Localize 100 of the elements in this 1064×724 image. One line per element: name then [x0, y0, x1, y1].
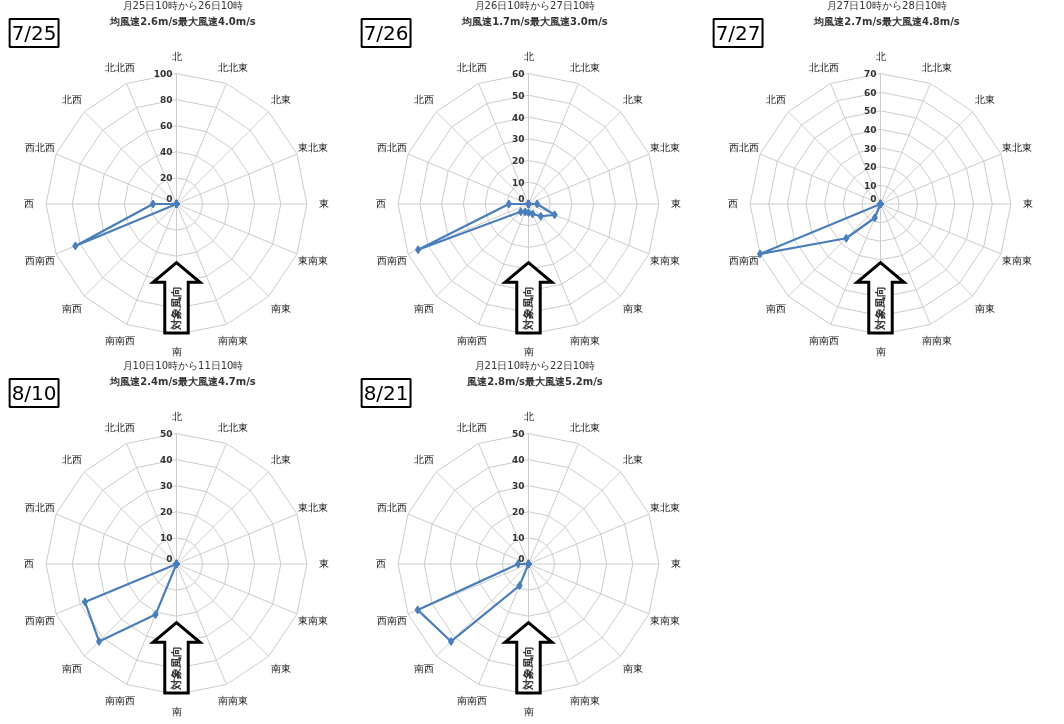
y-tick-label: 10 — [511, 177, 525, 188]
spoke-label: 北北西 — [457, 62, 488, 74]
y-tick-label: 40 — [511, 455, 525, 466]
spoke-label: 南東 — [270, 662, 291, 674]
spoke-label: 南南西 — [457, 694, 488, 706]
text: 8/10 — [11, 381, 57, 406]
spoke-label: 北北東 — [217, 62, 248, 74]
spoke-label: 北北東 — [569, 62, 600, 74]
y-tick-label: 40 — [511, 112, 525, 123]
spoke-label: 南南東 — [921, 334, 952, 346]
chart-title: 月27日10時から28日10時 — [826, 0, 948, 12]
spoke-label: 南西 — [62, 302, 83, 314]
text: 7/26 — [363, 21, 409, 46]
spoke-label: 南南西 — [105, 694, 136, 706]
y-tick-label: 70 — [863, 69, 877, 80]
y-tick-label: 10 — [159, 533, 173, 544]
y-tick-label: 80 — [159, 95, 173, 106]
spoke-label: 東 — [318, 558, 329, 570]
spoke-label: 北西 — [414, 454, 435, 466]
spoke-label: 東北東 — [297, 142, 328, 154]
spoke-label: 南西 — [62, 662, 83, 674]
spoke-label: 北 — [875, 51, 886, 63]
spoke-label: 北北西 — [105, 62, 136, 74]
spoke-label: 西 — [376, 198, 387, 210]
spoke-label: 北西 — [414, 94, 435, 106]
y-tick-label: 30 — [159, 481, 173, 492]
spoke-label: 南南東 — [217, 334, 248, 346]
y-tick-label: 20 — [511, 156, 525, 166]
spoke-label: 北北西 — [105, 422, 136, 434]
spoke-label: 西南西 — [729, 254, 760, 266]
text: 対象風向 — [170, 285, 183, 331]
text: 7/25 — [11, 21, 57, 46]
spoke-label: 西南西 — [25, 614, 56, 626]
text: 対象風向 — [874, 285, 887, 331]
spoke-label: 南東 — [270, 302, 291, 314]
spoke-label: 東 — [670, 198, 681, 210]
y-tick-label: 30 — [863, 143, 877, 154]
text: 対象風向 — [170, 645, 183, 691]
text: 対象風向 — [522, 285, 535, 331]
spoke-label: 南 — [523, 705, 534, 717]
y-tick-label: 30 — [511, 481, 525, 492]
spoke-label: 南 — [171, 345, 182, 357]
spoke-label: 西北西 — [377, 142, 408, 154]
chart-title: 月21日10時から22日10時 — [474, 360, 596, 372]
spoke-label: 南西 — [766, 302, 787, 314]
y-tick-label: 30 — [511, 134, 525, 145]
y-tick-label: 0 — [518, 554, 525, 565]
chart-title: 月10日10時から11日10時 — [122, 360, 244, 372]
spoke-label: 東南東 — [1001, 254, 1032, 266]
y-tick-label: 60 — [511, 69, 525, 80]
spoke-label: 北西 — [766, 94, 787, 106]
spoke-label: 西北西 — [25, 502, 56, 514]
y-tick-label: 100 — [153, 69, 173, 80]
spoke-label: 東 — [670, 558, 681, 570]
spoke-label: 東南東 — [649, 614, 680, 626]
spoke-label: 北東 — [270, 454, 291, 466]
spoke-label: 南 — [523, 345, 534, 357]
spoke-label: 南南東 — [569, 334, 600, 346]
spoke-label: 南西 — [414, 662, 435, 674]
y-tick-label: 40 — [159, 147, 173, 158]
spoke-label: 北 — [171, 51, 182, 63]
spoke-label: 北 — [523, 411, 534, 423]
spoke-label: 西 — [728, 198, 739, 210]
spoke-label: 北北西 — [457, 422, 488, 434]
spoke-label: 東南東 — [649, 254, 680, 266]
spoke-label: 北西 — [62, 454, 83, 466]
y-tick-label: 0 — [166, 554, 173, 565]
spoke-label: 西南西 — [25, 254, 56, 266]
spoke-label: 西北西 — [377, 502, 408, 514]
spoke-label: 東南東 — [297, 614, 328, 626]
spoke-label: 北北東 — [217, 422, 248, 434]
y-tick-label: 10 — [511, 533, 525, 544]
text: 7/27 — [715, 21, 761, 46]
y-tick-label: 50 — [159, 429, 173, 440]
spoke-label: 北北東 — [921, 62, 952, 74]
spoke-label: 南南西 — [105, 334, 136, 346]
spoke-label: 西北西 — [25, 142, 56, 154]
text: 対象風向 — [522, 645, 535, 691]
spoke-label: 東北東 — [297, 502, 328, 514]
y-tick-label: 0 — [870, 194, 877, 205]
y-tick-label: 20 — [159, 507, 173, 518]
spoke-label: 西南西 — [377, 614, 408, 626]
y-tick-label: 0 — [166, 194, 173, 205]
spoke-label: 南南東 — [569, 694, 600, 706]
chart-title: 月26日10時から27日10時 — [474, 0, 596, 12]
spoke-label: 北西 — [62, 94, 83, 106]
y-tick-label: 50 — [863, 106, 877, 117]
spoke-label: 南南西 — [457, 334, 488, 346]
spoke-label: 西 — [24, 198, 35, 210]
spoke-label: 北東 — [622, 454, 643, 466]
spoke-label: 南 — [875, 345, 886, 357]
y-tick-label: 50 — [511, 429, 525, 440]
spoke-label: 西北西 — [729, 142, 760, 154]
spoke-label: 北東 — [974, 94, 995, 106]
y-tick-label: 20 — [511, 507, 525, 518]
spoke-label: 北北東 — [569, 422, 600, 434]
text: 8/21 — [363, 381, 409, 406]
spoke-label: 西南西 — [377, 254, 408, 266]
spoke-label: 東北東 — [649, 502, 680, 514]
chart-subtitle: 均風速2.6m/s最大風速4.0m/s — [109, 15, 256, 27]
